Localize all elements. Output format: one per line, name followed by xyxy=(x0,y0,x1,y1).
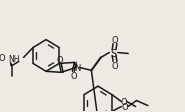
Text: O: O xyxy=(112,61,118,70)
Text: O: O xyxy=(0,54,5,62)
Text: O: O xyxy=(70,71,77,80)
Text: O: O xyxy=(121,97,127,106)
Text: O: O xyxy=(122,102,128,111)
Text: O: O xyxy=(112,36,118,45)
Text: O: O xyxy=(57,55,64,64)
Text: S: S xyxy=(110,48,116,58)
Text: NH: NH xyxy=(8,54,20,63)
Text: N: N xyxy=(74,63,80,72)
